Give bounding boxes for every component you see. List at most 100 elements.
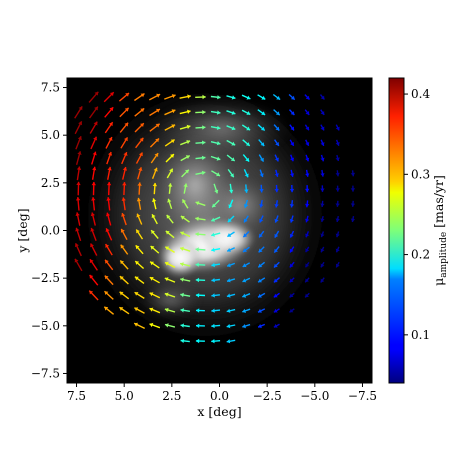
- velocity-arrow: [241, 124, 251, 131]
- velocity-arrow: [259, 184, 264, 193]
- velocity-arrow: [104, 275, 114, 286]
- velocity-arrow: [164, 94, 176, 100]
- y-axis: 7.5 5.0 2.5 0.0 −2.5 −5.0 −7.5: [31, 81, 67, 380]
- velocity-arrow: [320, 124, 325, 131]
- velocity-arrow: [149, 123, 161, 132]
- velocity-arrow: [258, 230, 265, 238]
- velocity-arrow: [195, 323, 205, 328]
- velocity-arrow: [320, 246, 325, 253]
- velocity-arrow: [273, 323, 280, 328]
- velocity-arrow: [304, 94, 311, 100]
- velocity-arrow: [289, 292, 295, 298]
- velocity-arrow: [165, 230, 175, 239]
- velocity-arrow: [335, 231, 340, 238]
- velocity-arrow: [179, 246, 191, 252]
- velocity-arrow: [118, 92, 130, 102]
- velocity-arrow: [273, 277, 280, 283]
- velocity-arrow: [304, 277, 310, 283]
- velocity-arrow: [273, 246, 280, 254]
- x-axis-label: x [deg]: [197, 404, 241, 419]
- velocity-arrow: [258, 246, 265, 253]
- velocity-arrow: [226, 125, 236, 131]
- velocity-arrow: [149, 138, 160, 148]
- y-tick-label: −2.5: [31, 271, 60, 285]
- velocity-arrow: [164, 261, 176, 268]
- velocity-arrow: [133, 322, 146, 330]
- velocity-arrow: [164, 323, 176, 328]
- velocity-arrow: [121, 197, 126, 211]
- velocity-arrow: [350, 200, 356, 207]
- velocity-arrow: [211, 262, 221, 268]
- x-axis: 7.5 5.0 2.5 0.0 −2.5 −5.0 −7.5: [67, 383, 377, 403]
- x-tick-label: 7.5: [67, 389, 86, 403]
- velocity-arrow: [148, 93, 161, 101]
- velocity-arrow: [181, 199, 189, 209]
- velocity-arrow: [152, 182, 158, 195]
- velocity-arrow: [181, 169, 190, 178]
- velocity-arrow: [211, 308, 221, 313]
- velocity-arrow: [304, 109, 310, 116]
- velocity-arrow: [226, 308, 236, 313]
- velocity-arrow: [179, 94, 191, 99]
- velocity-arrow: [119, 275, 129, 285]
- velocity-arrow: [257, 277, 266, 283]
- velocity-arrow: [195, 247, 206, 252]
- velocity-arrow: [305, 231, 310, 238]
- x-tick-label: −2.5: [253, 389, 282, 403]
- velocity-arrow: [195, 170, 206, 176]
- velocity-arrow: [226, 339, 236, 344]
- velocity-arrow: [320, 261, 325, 268]
- velocity-arrow: [122, 182, 127, 196]
- velocity-arrow: [151, 213, 158, 225]
- velocity-arrow: [289, 139, 295, 147]
- velocity-arrow: [320, 154, 325, 162]
- velocity-arrow: [228, 199, 234, 209]
- velocity-arrow: [305, 246, 310, 253]
- velocity-arrow: [122, 166, 128, 180]
- velocity-arrow: [149, 261, 160, 269]
- velocity-arrow: [258, 154, 265, 162]
- velocity-arrow: [289, 246, 295, 253]
- velocity-arrow: [211, 216, 221, 222]
- velocity-arrow: [243, 215, 249, 223]
- velocity-arrow: [210, 110, 221, 115]
- velocity-arrow: [90, 227, 97, 241]
- velocity-arrow: [135, 137, 144, 149]
- velocity-arrow: [272, 93, 281, 101]
- velocity-arrow: [226, 323, 236, 329]
- velocity-arrow: [210, 141, 221, 146]
- velocity-arrow: [120, 244, 129, 255]
- velocity-arrow: [180, 338, 190, 344]
- velocity-arrow: [137, 167, 143, 180]
- velocity-arrow: [75, 151, 82, 165]
- velocity-arrow: [210, 125, 221, 130]
- velocity-arrow: [136, 213, 143, 225]
- velocity-arrow: [149, 108, 161, 117]
- x-tick-label: 5.0: [115, 389, 134, 403]
- velocity-arrow: [135, 152, 144, 164]
- velocity-arrow: [259, 215, 264, 223]
- velocity-arrow: [241, 94, 251, 100]
- velocity-arrow: [226, 95, 236, 100]
- velocity-arrow: [164, 292, 176, 298]
- velocity-arrow: [105, 228, 113, 241]
- velocity-arrow: [226, 262, 236, 268]
- velocity-arrow: [180, 308, 191, 313]
- velocity-arrow: [305, 185, 310, 193]
- velocity-arrow: [320, 231, 325, 238]
- velocity-arrow: [166, 168, 174, 179]
- velocity-arrow: [180, 140, 191, 146]
- velocity-arrow: [105, 212, 112, 226]
- velocity-arrow: [134, 291, 145, 299]
- velocity-arrow: [195, 140, 206, 145]
- velocity-arrow: [74, 120, 83, 135]
- velocity-arrow: [211, 170, 221, 177]
- velocity-arrow: [121, 151, 128, 165]
- colorbar-tick-label: 0.3: [411, 167, 430, 181]
- velocity-arrow: [195, 262, 206, 267]
- y-tick-label: 7.5: [41, 81, 60, 95]
- velocity-arrow: [289, 169, 295, 177]
- velocity-arrow: [89, 106, 99, 119]
- velocity-arrow: [242, 262, 251, 268]
